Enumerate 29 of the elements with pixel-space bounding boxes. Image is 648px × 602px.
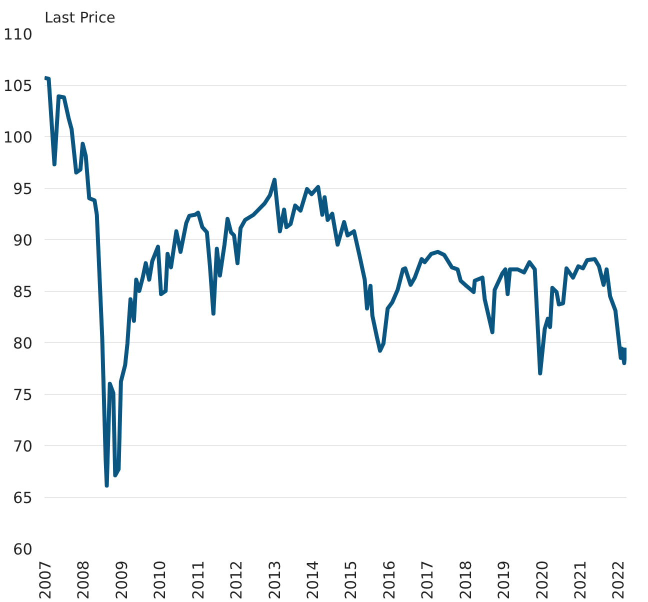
x-tick-label: 2017 [418, 560, 437, 600]
y-tick-label: 65 [12, 489, 33, 507]
x-tick-label: 2021 [571, 560, 590, 600]
y-tick-label: 75 [12, 386, 33, 404]
y-tick-label: 70 [12, 438, 33, 456]
x-tick-label: 2010 [151, 560, 170, 600]
x-tick-label: 2015 [342, 560, 360, 600]
x-tick-label: 2022 [610, 560, 628, 600]
x-tick-label: 2009 [112, 560, 131, 600]
y-tick-label: 95 [12, 180, 33, 198]
x-tick-label: 2020 [533, 560, 552, 600]
line-series [44, 76, 626, 488]
y-tick-label: 60 [12, 540, 33, 558]
x-tick-label: 2011 [189, 560, 208, 600]
y-tick-label: 90 [12, 232, 33, 250]
y-axis-title: Last Price [44, 10, 116, 26]
y-tick-label: 80 [12, 334, 33, 352]
y-tick-label: 100 [3, 128, 33, 146]
x-tick-label: 2008 [74, 560, 93, 600]
x-tick-label: 2018 [456, 560, 475, 600]
x-tick-label: 2007 [36, 560, 54, 600]
y-tick-label: 105 [3, 77, 33, 95]
x-tick-label: 2013 [266, 560, 284, 600]
x-tick-label: 2019 [495, 560, 514, 600]
y-tick-label: 85 [12, 283, 33, 301]
x-tick-label: 2016 [380, 560, 398, 600]
x-tick-label: 2014 [304, 560, 322, 600]
y-tick-label: 110 [3, 26, 33, 44]
x-tick-label: 2012 [228, 560, 246, 600]
